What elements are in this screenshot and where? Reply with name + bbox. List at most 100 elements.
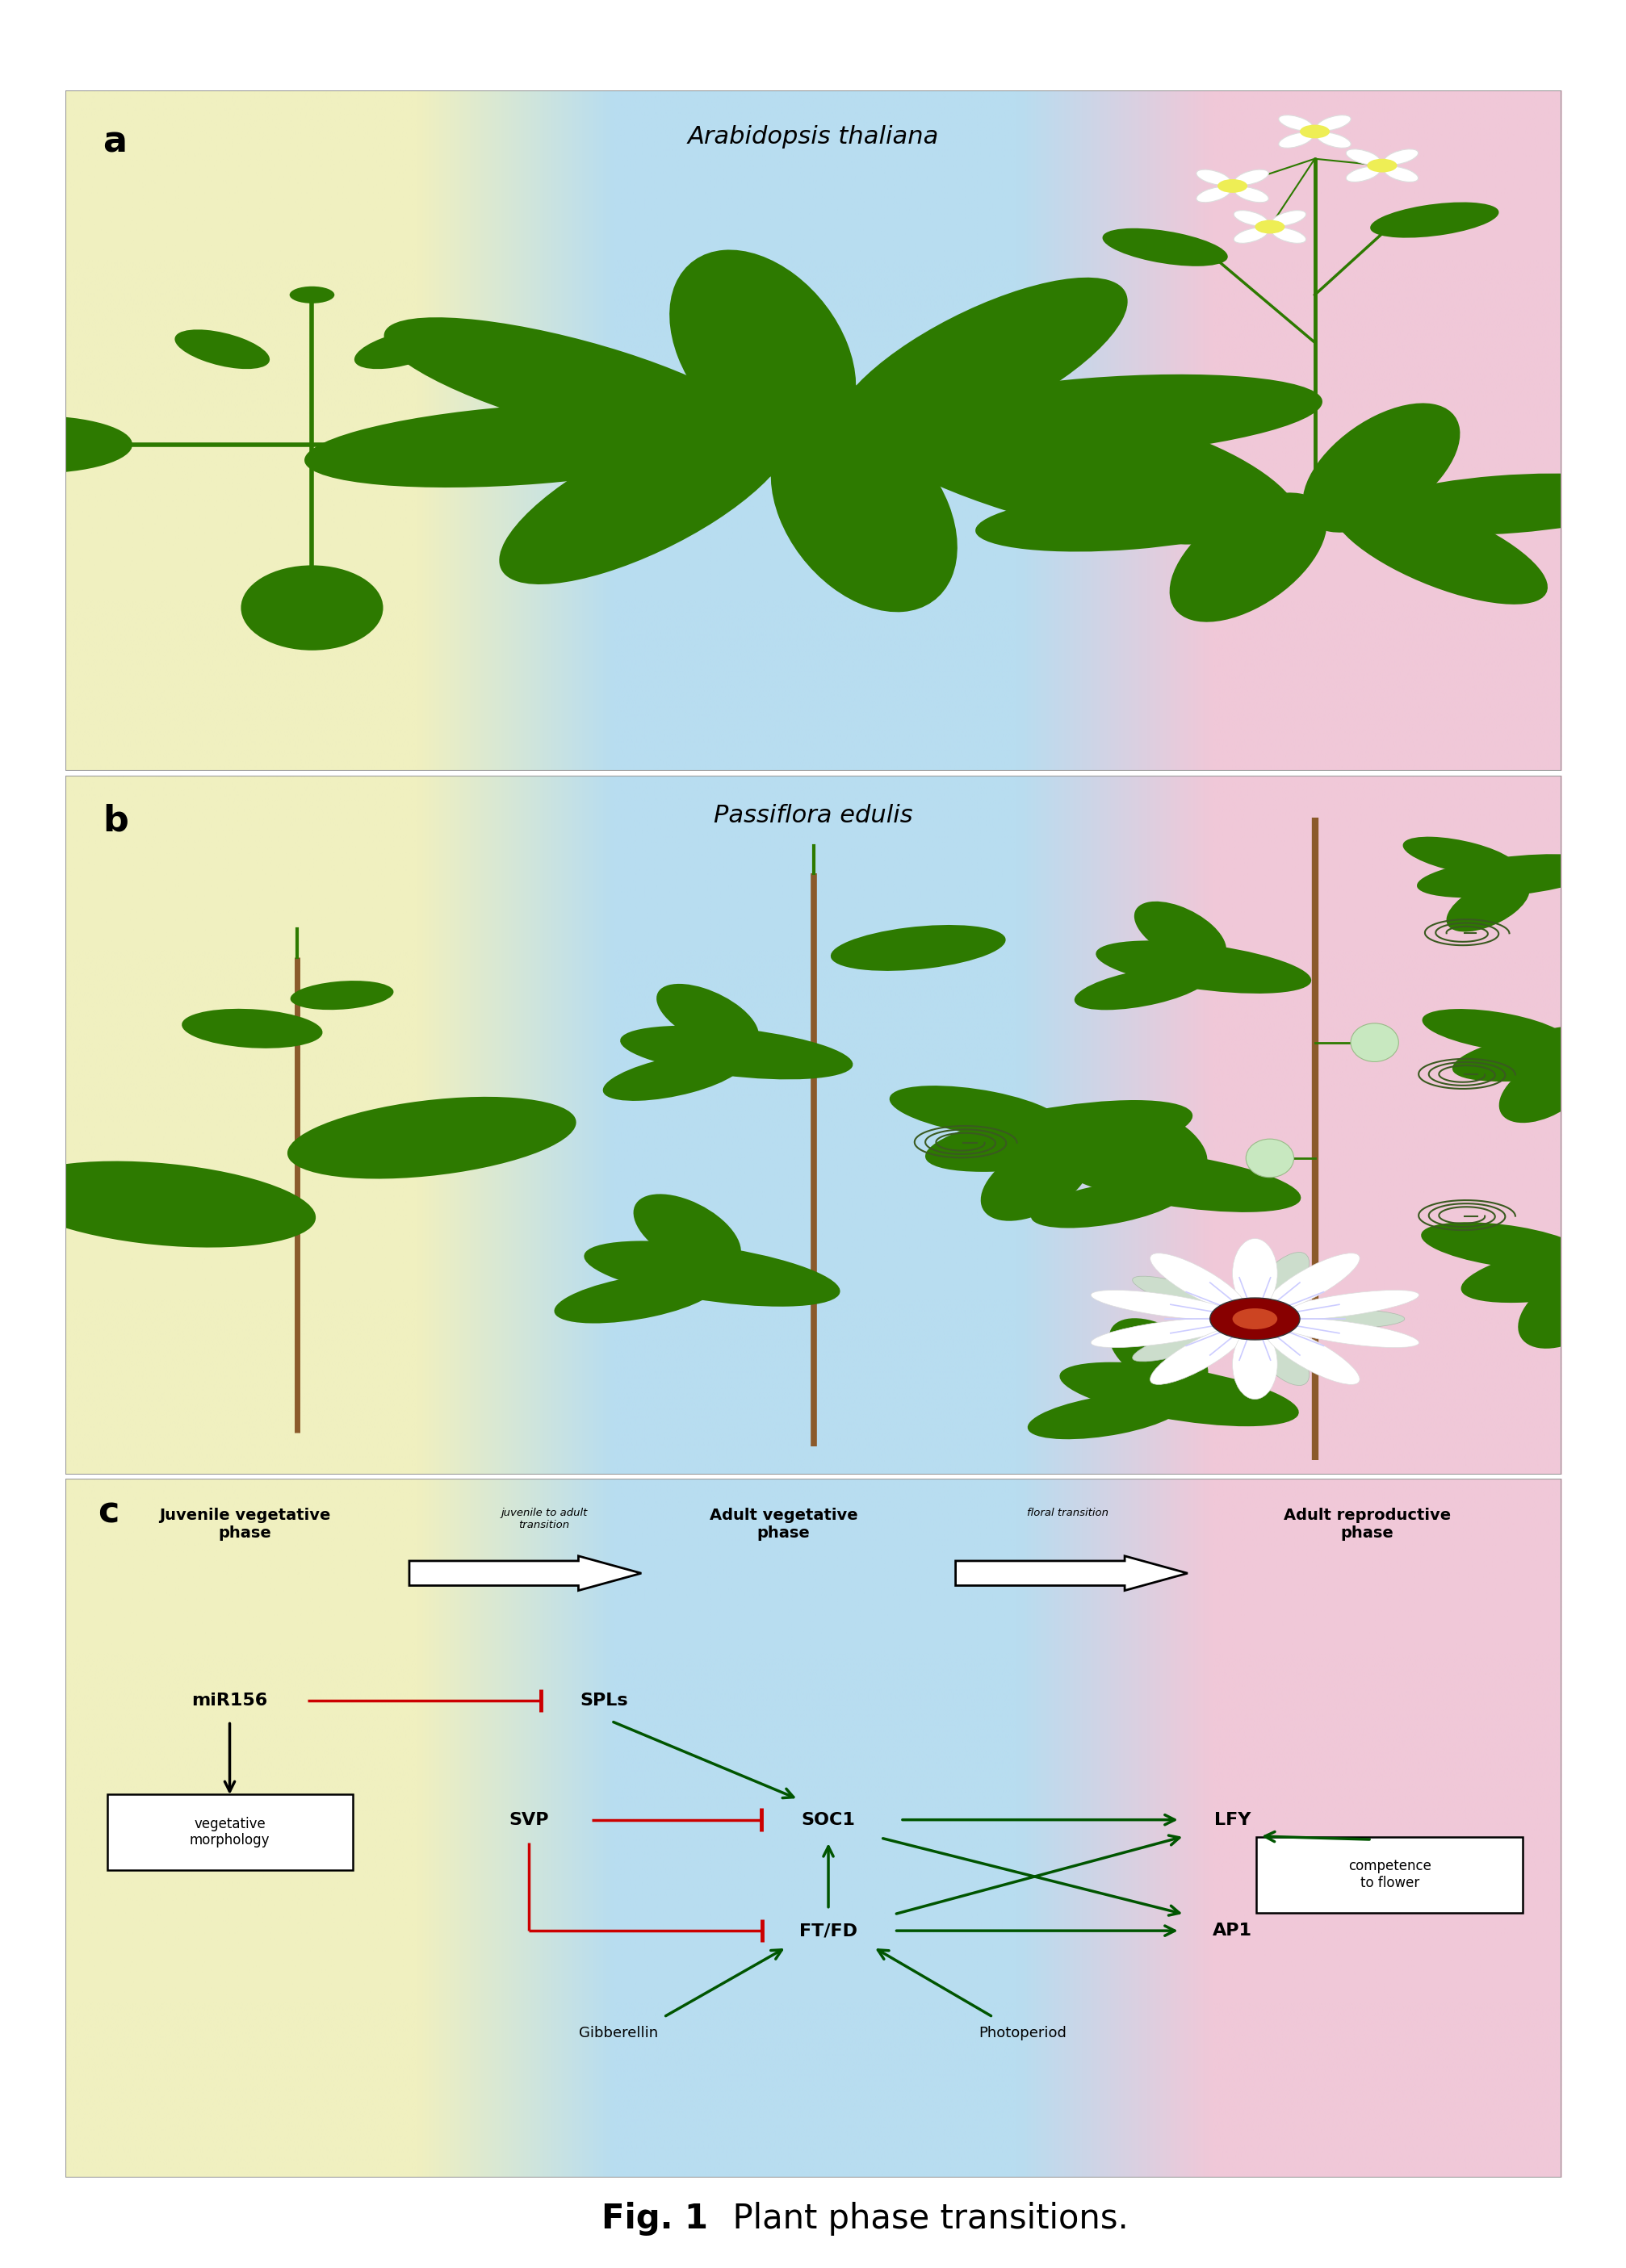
- Ellipse shape: [584, 1241, 839, 1306]
- Circle shape: [1233, 1309, 1276, 1329]
- Ellipse shape: [1106, 1107, 1206, 1177]
- Ellipse shape: [878, 374, 1322, 458]
- Ellipse shape: [1498, 1055, 1592, 1123]
- Circle shape: [1366, 159, 1397, 172]
- Ellipse shape: [857, 404, 1005, 447]
- Text: Photoperiod: Photoperiod: [979, 2025, 1067, 2041]
- Circle shape: [1210, 1297, 1299, 1340]
- Text: Gibberellin: Gibberellin: [579, 2025, 659, 2041]
- Ellipse shape: [1416, 855, 1605, 898]
- Ellipse shape: [688, 429, 802, 490]
- Ellipse shape: [1059, 1150, 1301, 1211]
- Ellipse shape: [1096, 941, 1311, 993]
- Circle shape: [1299, 125, 1328, 138]
- Ellipse shape: [182, 1009, 322, 1048]
- Ellipse shape: [1345, 166, 1379, 181]
- Text: SPLs: SPLs: [579, 1692, 628, 1708]
- Ellipse shape: [1234, 170, 1268, 186]
- Circle shape: [1254, 220, 1285, 234]
- Ellipse shape: [1332, 494, 1546, 603]
- Ellipse shape: [633, 1193, 741, 1270]
- Ellipse shape: [1452, 1021, 1626, 1082]
- FancyArrow shape: [410, 1556, 641, 1590]
- Text: Plant phase transitions.: Plant phase transitions.: [711, 2202, 1127, 2236]
- Ellipse shape: [771, 411, 956, 612]
- Ellipse shape: [1278, 132, 1312, 147]
- Text: Passiflora edulis: Passiflora edulis: [714, 803, 912, 828]
- Text: LFY: LFY: [1213, 1812, 1250, 1828]
- Ellipse shape: [1233, 211, 1267, 227]
- Ellipse shape: [1358, 474, 1626, 535]
- Ellipse shape: [304, 404, 748, 488]
- Text: Juvenile vegetative
phase: Juvenile vegetative phase: [159, 1508, 330, 1540]
- Ellipse shape: [1421, 1222, 1587, 1270]
- FancyBboxPatch shape: [1255, 1837, 1522, 1912]
- Ellipse shape: [1402, 837, 1515, 875]
- Ellipse shape: [1384, 166, 1418, 181]
- Ellipse shape: [554, 1272, 717, 1322]
- Text: b: b: [102, 803, 128, 839]
- Text: SVP: SVP: [509, 1812, 548, 1828]
- Ellipse shape: [834, 277, 1127, 451]
- Text: floral transition: floral transition: [1026, 1508, 1107, 1517]
- Ellipse shape: [1233, 1329, 1276, 1399]
- Ellipse shape: [1345, 150, 1379, 166]
- Ellipse shape: [384, 318, 764, 451]
- Ellipse shape: [1234, 186, 1268, 202]
- Ellipse shape: [1272, 227, 1306, 243]
- Ellipse shape: [1270, 1309, 1403, 1329]
- Ellipse shape: [1315, 132, 1350, 147]
- Ellipse shape: [1369, 202, 1498, 238]
- Ellipse shape: [1091, 1318, 1233, 1347]
- Ellipse shape: [976, 490, 1270, 551]
- Ellipse shape: [354, 329, 449, 370]
- Ellipse shape: [491, 415, 686, 474]
- Ellipse shape: [844, 424, 977, 476]
- Ellipse shape: [174, 329, 270, 370]
- Ellipse shape: [657, 984, 758, 1050]
- Ellipse shape: [289, 980, 393, 1009]
- Ellipse shape: [620, 1025, 852, 1080]
- Ellipse shape: [1195, 186, 1229, 202]
- FancyBboxPatch shape: [107, 1794, 353, 1869]
- Text: Adult reproductive
phase: Adult reproductive phase: [1283, 1508, 1450, 1540]
- Ellipse shape: [1275, 1318, 1418, 1347]
- Ellipse shape: [1272, 211, 1306, 227]
- Ellipse shape: [1073, 966, 1208, 1009]
- Ellipse shape: [1169, 492, 1327, 621]
- Text: Fig. 1: Fig. 1: [600, 2202, 707, 2236]
- FancyArrow shape: [954, 1556, 1187, 1590]
- Ellipse shape: [1059, 1363, 1298, 1427]
- Text: Adult vegetative
phase: Adult vegetative phase: [709, 1508, 857, 1540]
- Text: competence
to flower: competence to flower: [1348, 1860, 1431, 1892]
- Ellipse shape: [1028, 1393, 1182, 1440]
- Text: juvenile to adult
transition: juvenile to adult transition: [501, 1508, 587, 1531]
- Ellipse shape: [1350, 1023, 1398, 1061]
- Ellipse shape: [8, 1161, 315, 1247]
- Ellipse shape: [980, 1141, 1091, 1220]
- Text: SOC1: SOC1: [802, 1812, 855, 1828]
- Ellipse shape: [1031, 1182, 1184, 1227]
- Ellipse shape: [1250, 1325, 1309, 1386]
- Ellipse shape: [0, 415, 132, 474]
- Ellipse shape: [1233, 227, 1267, 243]
- Text: c: c: [98, 1495, 119, 1531]
- Ellipse shape: [1263, 1327, 1359, 1383]
- Ellipse shape: [289, 286, 335, 304]
- Ellipse shape: [621, 415, 769, 458]
- Ellipse shape: [1150, 1327, 1246, 1383]
- Ellipse shape: [1091, 1290, 1233, 1320]
- Ellipse shape: [925, 1100, 1192, 1173]
- Ellipse shape: [1132, 1277, 1244, 1315]
- Ellipse shape: [1133, 900, 1226, 964]
- Ellipse shape: [1315, 116, 1350, 132]
- Ellipse shape: [1195, 170, 1229, 186]
- Ellipse shape: [746, 363, 839, 431]
- Ellipse shape: [1250, 1252, 1309, 1313]
- Ellipse shape: [787, 431, 880, 499]
- Text: miR156: miR156: [192, 1692, 268, 1708]
- Ellipse shape: [1460, 1232, 1626, 1302]
- Ellipse shape: [1421, 1009, 1567, 1052]
- Ellipse shape: [499, 411, 792, 585]
- Ellipse shape: [1102, 229, 1228, 265]
